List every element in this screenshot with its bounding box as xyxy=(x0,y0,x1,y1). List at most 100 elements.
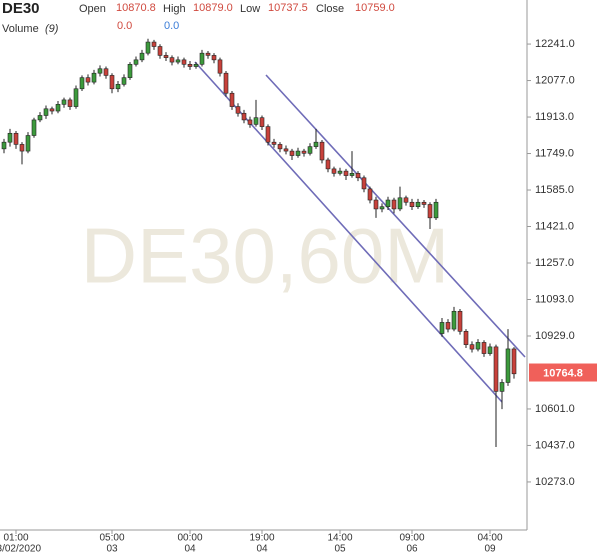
candle-body xyxy=(379,206,385,210)
candle-body xyxy=(463,331,469,345)
candle-body xyxy=(277,144,283,150)
candle-body xyxy=(325,159,331,170)
candle-body xyxy=(151,41,157,47)
candle-body xyxy=(175,59,181,63)
candle-body xyxy=(415,201,421,208)
x-tick-sublabel: 04 xyxy=(184,544,196,555)
candle-body xyxy=(241,112,247,121)
x-tick-label: 19:00 xyxy=(249,533,274,544)
candle-body xyxy=(169,57,175,63)
candle-body xyxy=(421,201,427,205)
y-tick-label: 11585.0 xyxy=(535,184,574,196)
candle-body xyxy=(475,342,481,350)
candle-body xyxy=(403,197,409,203)
candle-body xyxy=(121,77,127,85)
y-tick-label: 11093.0 xyxy=(535,293,574,305)
close-value: 10759.0 xyxy=(355,2,395,14)
x-tick-sublabel: 04 xyxy=(256,544,268,555)
candle-body xyxy=(409,201,415,208)
price-tag-label: 10764.8 xyxy=(543,367,583,379)
x-tick-label: 05:00 xyxy=(99,533,124,544)
x-tick-sublabel: 05 xyxy=(334,544,346,555)
candle-body xyxy=(355,173,361,179)
x-tick-label: 01:00 xyxy=(3,533,28,544)
candle-body xyxy=(217,59,223,74)
candle-body xyxy=(265,126,271,143)
y-tick-label: 10601.0 xyxy=(535,403,575,415)
candle-body xyxy=(301,150,307,154)
open-value: 10870.8 xyxy=(116,2,156,14)
y-tick-label: 12077.0 xyxy=(535,74,575,86)
candle-body xyxy=(55,104,61,112)
x-tick-label: 04:00 xyxy=(477,533,502,544)
candle-body xyxy=(499,382,505,392)
candle-body xyxy=(295,150,301,156)
y-tick-label: 11257.0 xyxy=(535,257,574,269)
candle-body xyxy=(469,344,475,350)
candle-body xyxy=(385,199,391,208)
candle-body xyxy=(457,310,463,332)
x-tick-sublabel: 09 xyxy=(484,544,496,555)
y-tick-label: 10437.0 xyxy=(535,439,575,451)
y-tick-label: 11749.0 xyxy=(535,147,574,159)
candle-body xyxy=(223,72,229,94)
candle-body xyxy=(319,141,325,161)
candle-body xyxy=(289,150,295,156)
candle-body xyxy=(85,77,91,83)
candle-body xyxy=(133,59,139,65)
low-value: 10737.5 xyxy=(268,2,308,14)
candle-body xyxy=(253,117,259,125)
candle-body xyxy=(331,168,337,174)
high-value: 10879.0 xyxy=(193,2,233,14)
candle-body xyxy=(373,199,379,210)
candle-body xyxy=(181,59,187,65)
y-tick-label: 11421.0 xyxy=(535,220,574,232)
candle-body xyxy=(49,108,55,112)
symbol: DE30 xyxy=(2,0,40,17)
candle-body xyxy=(43,108,49,116)
candle-body xyxy=(19,144,25,152)
candle-body xyxy=(187,64,193,67)
candle-body xyxy=(391,199,397,210)
candle-body xyxy=(493,346,499,392)
candle-body xyxy=(103,68,109,76)
candle-body xyxy=(397,197,403,210)
candle-body xyxy=(73,88,79,107)
x-tick-sublabel: 03 xyxy=(106,544,118,555)
candle-body xyxy=(427,204,433,219)
candle-body xyxy=(505,348,511,383)
candle-body xyxy=(481,342,487,354)
candle-body xyxy=(229,92,235,107)
candle-body xyxy=(451,310,457,330)
x-tick-label: 09:00 xyxy=(399,533,424,544)
candle-body xyxy=(79,77,85,90)
candle-body xyxy=(115,84,121,90)
candle-body xyxy=(307,146,313,154)
volume-value: 0.0 xyxy=(164,20,179,32)
candle-body xyxy=(1,141,7,150)
candle-body xyxy=(31,119,37,136)
x-tick-label: 00:00 xyxy=(177,533,202,544)
channel-line xyxy=(265,74,526,358)
candle-body xyxy=(337,170,343,174)
candle-body xyxy=(445,322,451,330)
candle-body xyxy=(439,322,445,334)
candle-body xyxy=(25,135,31,152)
candle-body xyxy=(367,188,373,201)
candle-body xyxy=(259,117,265,127)
candle-body xyxy=(193,64,199,67)
candle-body xyxy=(145,41,151,54)
candle-body xyxy=(127,64,133,78)
high-label: High xyxy=(163,3,186,15)
y-tick-label: 10273.0 xyxy=(535,476,575,488)
y-tick-label: 12241.0 xyxy=(535,38,575,50)
candle-body xyxy=(511,348,517,375)
price-tag xyxy=(529,363,597,382)
candle-body xyxy=(361,177,367,190)
candle-body xyxy=(109,75,115,90)
candle-body xyxy=(37,115,43,121)
candle-body xyxy=(199,52,205,65)
x-tick-sublabel: 06 xyxy=(406,544,418,555)
watermark: DE30,60M xyxy=(81,212,450,300)
